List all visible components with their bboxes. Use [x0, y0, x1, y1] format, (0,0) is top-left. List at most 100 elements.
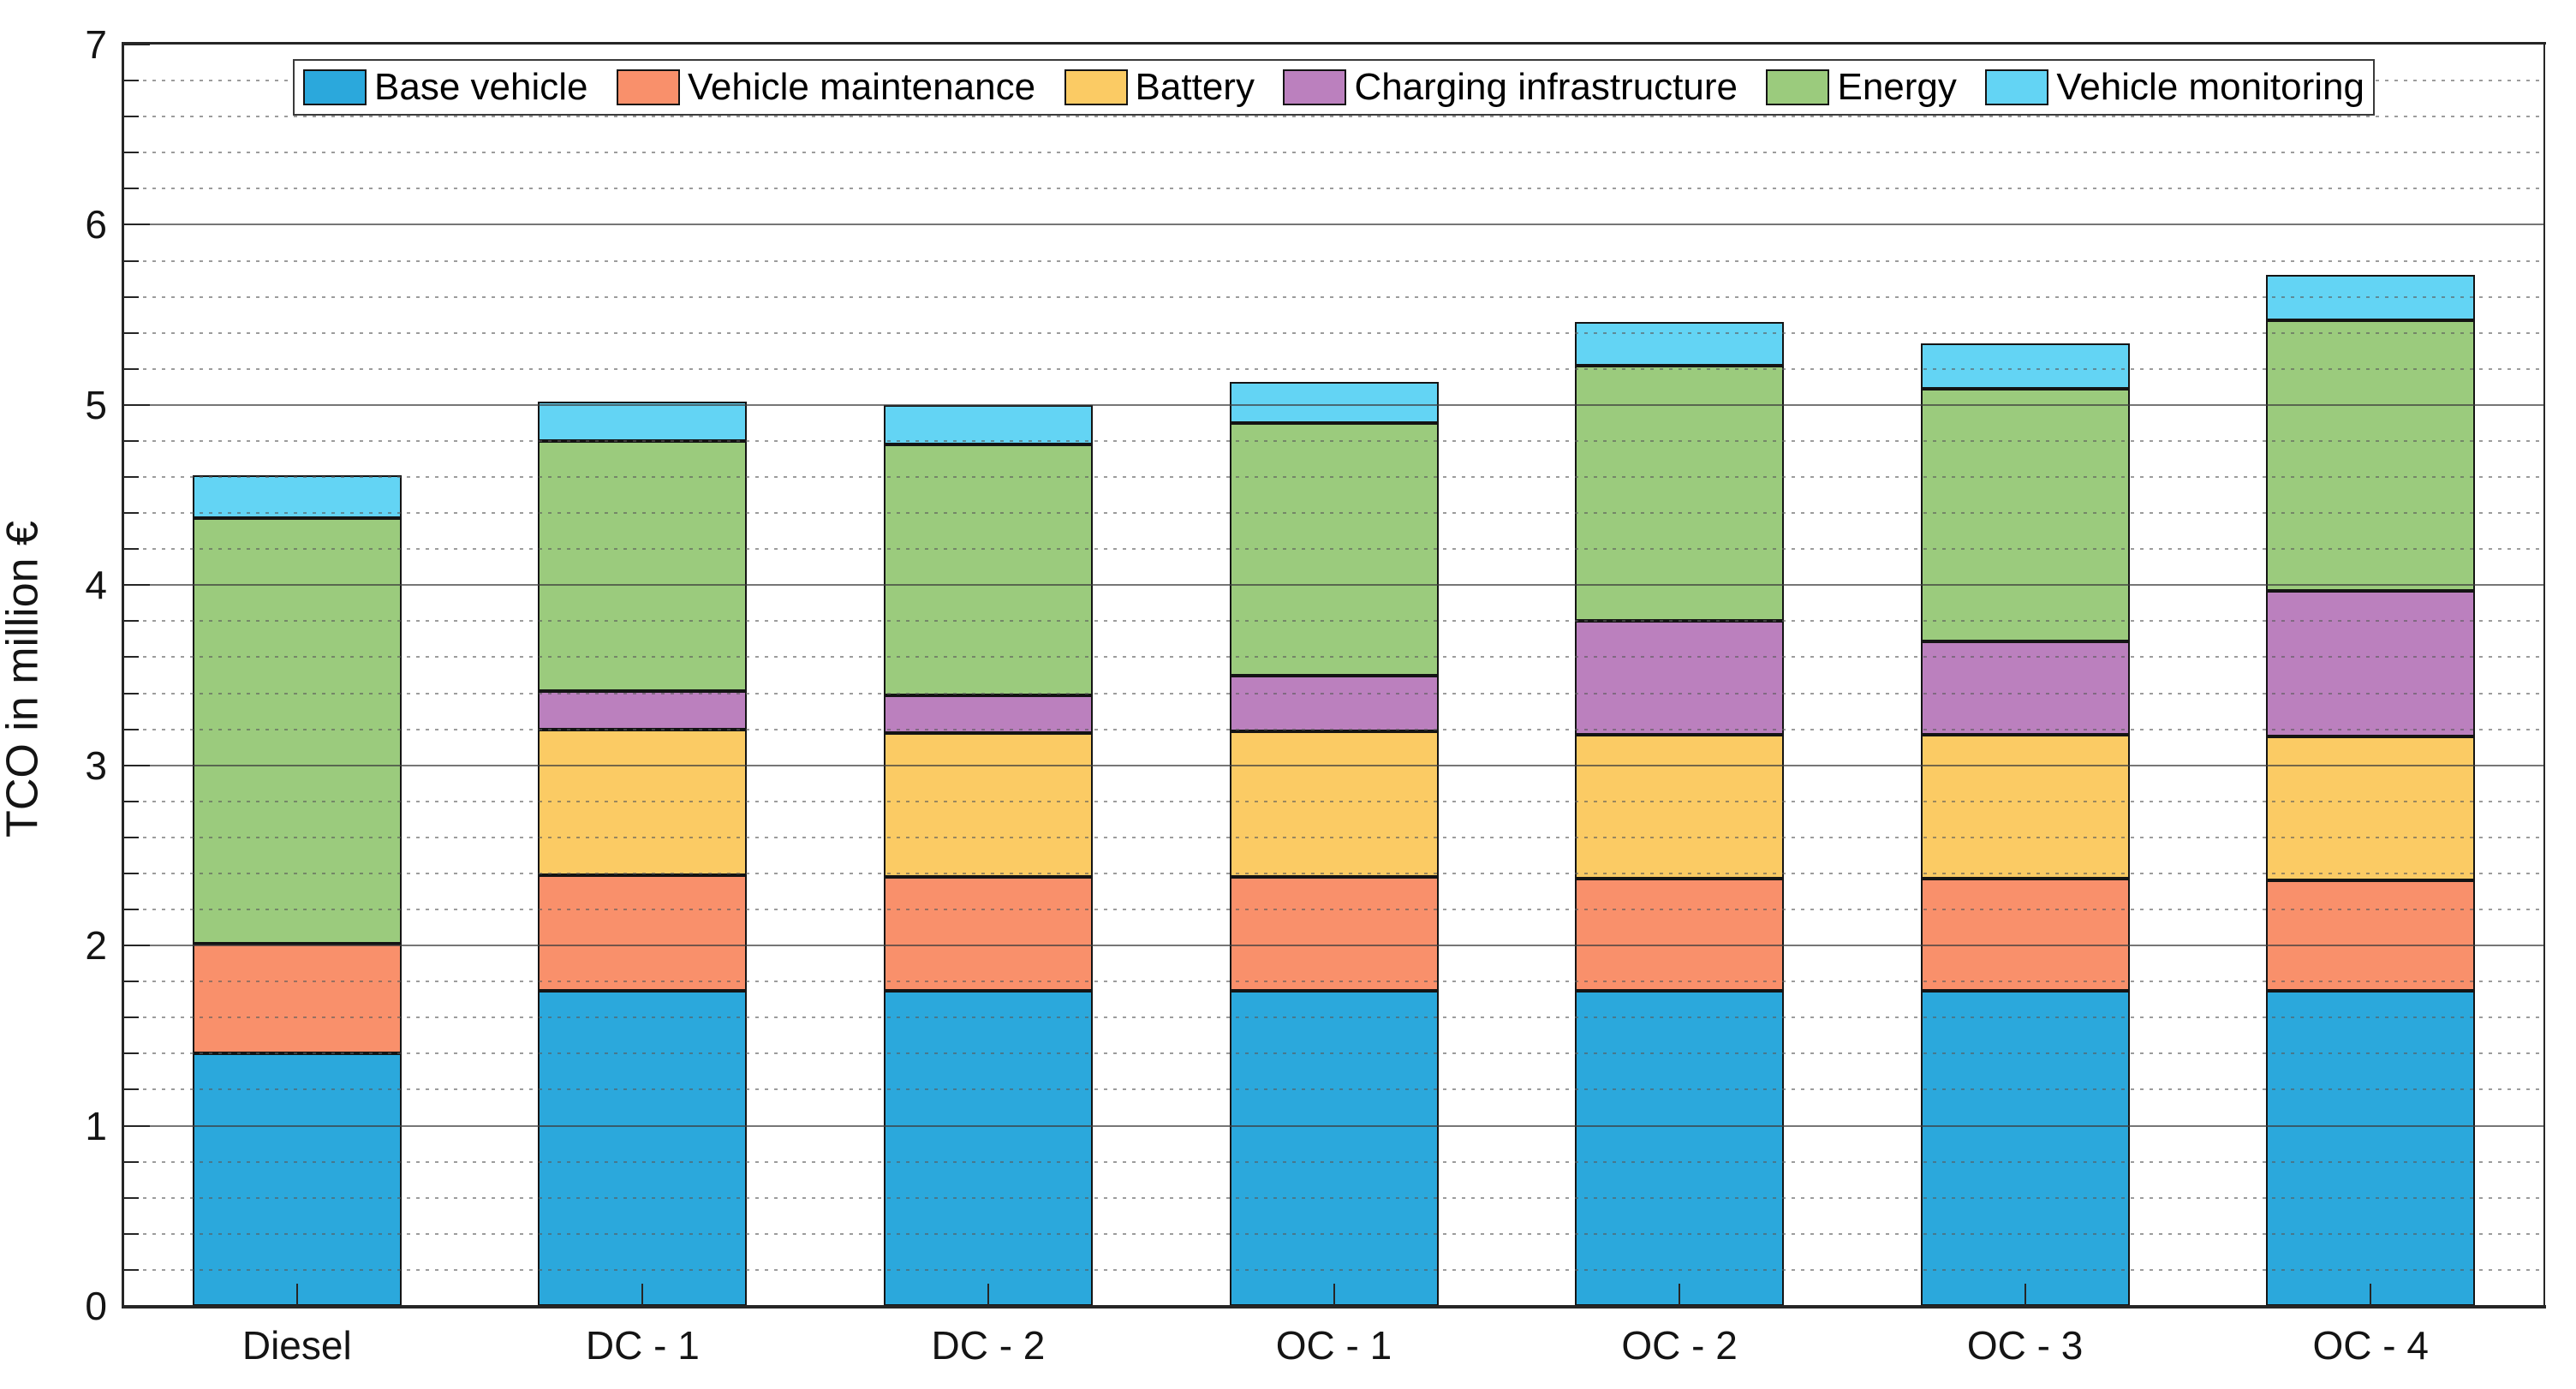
y-tick-mark: [124, 872, 139, 874]
y-tick-label-0: 0: [85, 1284, 107, 1328]
legend-label-energy: Energy: [1837, 66, 1957, 108]
y-tick-mark: [124, 476, 139, 479]
y-tick-mark: [124, 1268, 139, 1271]
legend-item-energy: Energy: [1766, 66, 1957, 109]
y-tick-mark: [124, 295, 139, 298]
gridline-minor-5.6: [124, 295, 2543, 298]
bar-segment-oc-2-energy: [1575, 365, 1785, 622]
bar-segment-dc-1-vehicle-maintenance: [538, 875, 748, 991]
plot-area: [122, 42, 2546, 1309]
y-tick-mark: [124, 224, 150, 226]
bar-segment-dc-2-charging-infrastructure: [883, 694, 1093, 733]
y-tick-mark: [124, 764, 150, 766]
x-tick-label-oc-1: OC - 1: [1275, 1323, 1392, 1368]
bar-segment-oc-4-battery: [2266, 736, 2476, 881]
bar-segment-oc-3-battery: [1920, 734, 2130, 879]
bar-segment-oc-3-vehicle-maintenance: [1920, 879, 2130, 991]
x-tick-mark: [641, 1284, 644, 1306]
bar-segment-dc-2-energy: [883, 444, 1093, 695]
bar-segment-oc-2-base-vehicle: [1575, 990, 1785, 1306]
y-tick-mark: [124, 152, 139, 154]
x-tick-mark: [2024, 1284, 2026, 1306]
x-tick-label-dc-1: DC - 1: [585, 1323, 700, 1368]
legend-swatch-battery: [1064, 69, 1128, 105]
bar-segment-dc-2-battery: [883, 732, 1093, 878]
bar-segment-oc-4-charging-infrastructure: [2266, 590, 2476, 737]
legend-item-battery: Battery: [1064, 66, 1255, 109]
y-tick-mark: [124, 44, 150, 45]
bar-segment-dc-1-battery: [538, 729, 748, 876]
y-tick-mark: [124, 584, 150, 587]
legend-swatch-vehicle-maintenance: [616, 69, 680, 105]
x-tick-mark: [1333, 1284, 1335, 1306]
x-tick-mark: [295, 1284, 298, 1306]
y-tick-mark: [124, 981, 139, 983]
bar-segment-dc-2-vehicle-maintenance: [883, 877, 1093, 991]
plot-top-border: [122, 42, 2546, 45]
y-tick-mark: [124, 1124, 150, 1127]
y-tick-mark: [124, 1016, 139, 1019]
bar-segment-oc-2-battery: [1575, 734, 1785, 879]
y-tick-mark: [124, 548, 139, 551]
y-tick-label-3: 3: [85, 742, 107, 788]
legend-swatch-base-vehicle: [303, 69, 367, 105]
y-axis-line: [122, 45, 124, 1309]
bar-segment-oc-4-energy: [2266, 319, 2476, 591]
legend-swatch-vehicle-monitoring: [1985, 69, 2049, 105]
gridline-minor-6.2: [124, 188, 2543, 190]
y-tick-mark: [124, 1088, 139, 1091]
bar-segment-oc-3-base-vehicle: [1920, 990, 2130, 1306]
bar-segment-diesel-base-vehicle: [192, 1053, 402, 1306]
y-tick-mark: [124, 1232, 139, 1235]
bar-segment-dc-1-charging-infrastructure: [538, 691, 748, 730]
y-tick-mark: [124, 439, 139, 442]
gridline-minor-6.6: [124, 116, 2543, 118]
bar-segment-oc-1-vehicle-monitoring: [1229, 381, 1439, 423]
bar-segment-dc-2-vehicle-monitoring: [883, 404, 1093, 445]
y-tick-mark: [124, 945, 150, 947]
y-tick-mark: [124, 1160, 139, 1163]
bar-segment-dc-1-vehicle-monitoring: [538, 401, 748, 441]
legend-label-base-vehicle: Base vehicle: [374, 66, 588, 108]
y-tick-label-5: 5: [85, 382, 107, 427]
bar-segment-oc-1-battery: [1229, 730, 1439, 878]
gridline-minor-5.4: [124, 331, 2543, 334]
y-tick-mark: [124, 728, 139, 730]
y-tick-mark: [124, 403, 150, 406]
bar-segment-oc-3-charging-infrastructure: [1920, 641, 2130, 735]
y-tick-mark: [124, 80, 139, 82]
bar-segment-oc-1-vehicle-maintenance: [1229, 877, 1439, 991]
legend-item-base-vehicle: Base vehicle: [303, 66, 587, 109]
bar-segment-oc-2-vehicle-monitoring: [1575, 322, 1785, 366]
x-tick-label-oc-2: OC - 2: [1621, 1323, 1738, 1368]
x-tick-mark: [2370, 1284, 2372, 1306]
y-tick-label-1: 1: [85, 1103, 107, 1148]
legend-swatch-energy: [1766, 69, 1830, 105]
bar-segment-oc-4-vehicle-monitoring: [2266, 275, 2476, 320]
legend-label-vehicle-maintenance: Vehicle maintenance: [687, 66, 1036, 108]
legend-swatch-charging-infrastructure: [1283, 69, 1347, 105]
bar-segment-oc-3-vehicle-monitoring: [1920, 343, 2130, 389]
y-tick-mark: [124, 692, 139, 694]
bar-segment-oc-1-base-vehicle: [1229, 990, 1439, 1306]
legend-label-vehicle-monitoring: Vehicle monitoring: [2056, 66, 2364, 108]
legend-item-vehicle-monitoring: Vehicle monitoring: [1985, 66, 2364, 109]
bar-segment-dc-2-base-vehicle: [883, 990, 1093, 1306]
bar-segment-dc-1-base-vehicle: [538, 990, 748, 1306]
x-tick-label-diesel: Diesel: [242, 1323, 352, 1368]
legend-item-vehicle-maintenance: Vehicle maintenance: [616, 66, 1036, 109]
plot-right-border: [2543, 45, 2545, 1309]
y-tick-mark: [124, 188, 139, 190]
bar-segment-oc-4-vehicle-maintenance: [2266, 880, 2476, 991]
y-tick-mark: [124, 1196, 139, 1199]
bar-segment-diesel-energy: [192, 518, 402, 945]
gridline-minor-5.2: [124, 367, 2543, 370]
y-tick-mark: [124, 909, 139, 911]
legend-item-charging-infrastructure: Charging infrastructure: [1283, 66, 1738, 109]
y-tick-mark: [124, 259, 139, 262]
bar-segment-diesel-vehicle-monitoring: [192, 474, 402, 519]
x-axis-line: [122, 1305, 2546, 1309]
y-tick-mark: [124, 116, 139, 118]
bar-segment-oc-4-base-vehicle: [2266, 990, 2476, 1306]
y-tick-mark: [124, 512, 139, 515]
